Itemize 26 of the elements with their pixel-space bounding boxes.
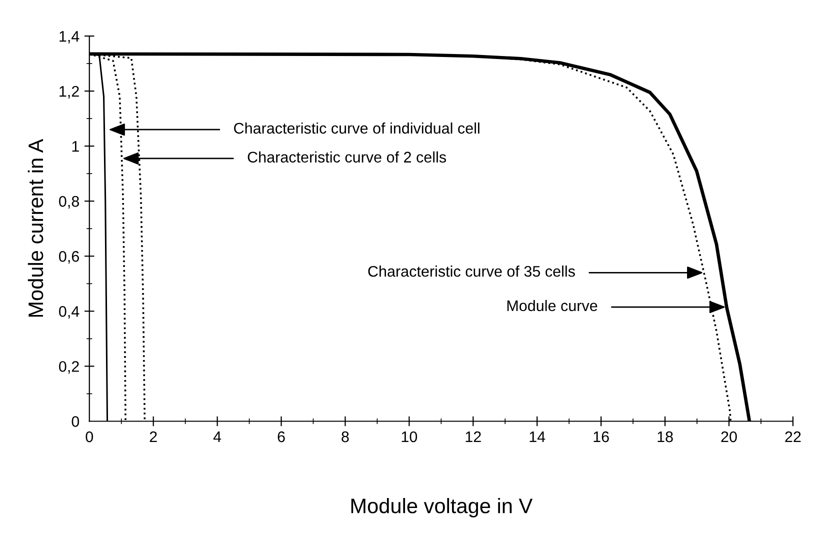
x-tick-label: 14 [530, 432, 546, 442]
y-tick-label: 0,8 [59, 196, 79, 209]
annotation: Module curve [507, 300, 598, 312]
x-tick-label: 16 [594, 431, 609, 442]
y-tick-label: 0,2 [59, 361, 79, 374]
x-tick-label: 12 [466, 431, 481, 442]
x-tick-label: 2 [150, 431, 157, 442]
x-tick-label: 22 [785, 431, 801, 442]
x-tick-label: 6 [278, 431, 285, 442]
y-tick-label: 1,2 [60, 86, 79, 99]
x-axis-title: Module voltage in V [351, 498, 533, 518]
x-tick-label: 10 [402, 431, 418, 442]
y-tick-label: 1 [72, 141, 79, 152]
y-tick-label: 1,4 [60, 31, 80, 44]
annotation: Characteristic curve of individual cell [234, 122, 480, 134]
annotation: Characteristic curve of 35 cells [368, 266, 575, 277]
y-axis-title: Module current in A [28, 138, 44, 317]
x-tick-label: 18 [658, 431, 673, 442]
y-tick-label: 0 [72, 416, 80, 427]
y-tick-label: 0,4 [59, 306, 80, 319]
x-tick-label: 8 [342, 431, 349, 442]
y-tick-label: 0,6 [59, 251, 79, 264]
annotation: Characteristic curve of 2 cells [248, 151, 446, 163]
x-tick-label: 20 [721, 431, 737, 442]
x-tick-label: 0 [86, 431, 94, 442]
x-tick-label: 4 [213, 432, 222, 442]
